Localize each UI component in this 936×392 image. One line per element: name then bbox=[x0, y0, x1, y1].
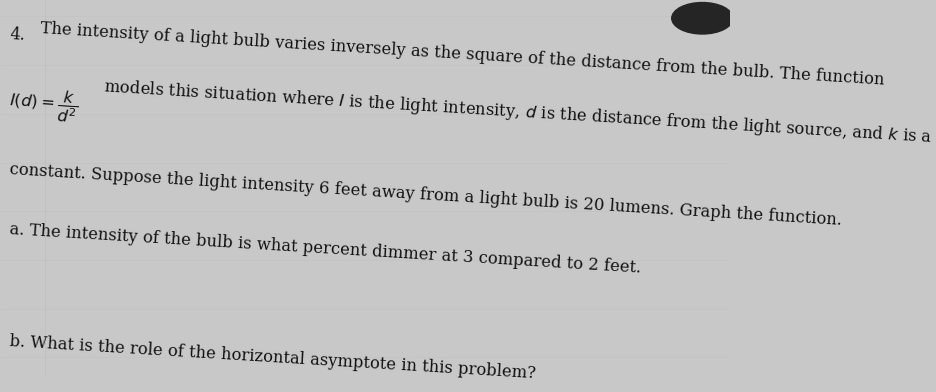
Text: a. The intensity of the bulb is what percent dimmer at 3 compared to 2 feet.: a. The intensity of the bulb is what per… bbox=[9, 221, 641, 276]
Text: $I(d) = \dfrac{k}{d^2}$: $I(d) = \dfrac{k}{d^2}$ bbox=[7, 86, 80, 126]
Text: constant. Suppose the light intensity 6 feet away from a light bulb is 20 lumens: constant. Suppose the light intensity 6 … bbox=[9, 161, 841, 229]
Text: b. What is the role of the horizontal asymptote in this problem?: b. What is the role of the horizontal as… bbox=[9, 333, 535, 382]
Circle shape bbox=[671, 2, 732, 34]
Text: The intensity of a light bulb varies inversely as the square of the distance fro: The intensity of a light bulb varies inv… bbox=[40, 20, 885, 89]
Text: 4.: 4. bbox=[9, 26, 25, 44]
Text: models this situation where $I$ is the light intensity, $d$ is the distance from: models this situation where $I$ is the l… bbox=[98, 76, 932, 148]
